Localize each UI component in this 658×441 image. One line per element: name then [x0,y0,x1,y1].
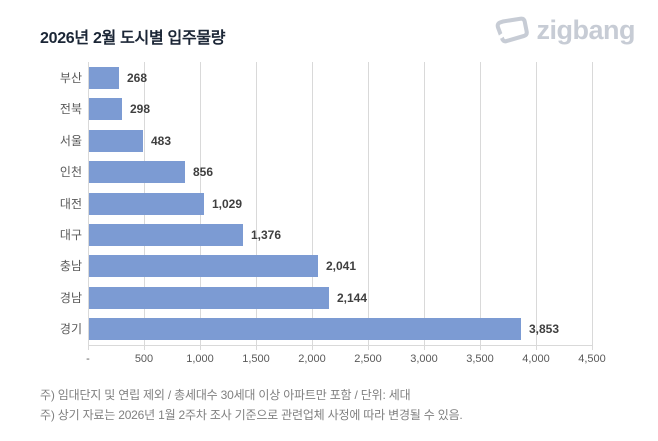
gridline [480,62,481,345]
value-label: 2,041 [326,259,357,273]
category-label: 대전 [59,197,82,211]
gridline [424,62,425,345]
x-axis-tick [480,346,481,350]
x-tick-label: 2,000 [298,353,326,365]
value-label: 2,144 [337,291,368,305]
bar [89,98,122,120]
x-tick-label: 4,000 [522,353,550,365]
value-label: 1,376 [251,228,282,242]
bar [89,318,521,340]
footnotes: 주) 임대단지 및 연립 제외 / 총세대수 30세대 이상 아파트만 포함 /… [40,385,463,425]
gridline [536,62,537,345]
x-tick-label: 1,000 [186,353,214,365]
x-axis-tick [144,346,145,350]
category-label: 전북 [59,102,82,116]
x-axis-tick [88,346,89,350]
x-tick-label: - [86,353,90,365]
category-label: 대구 [59,228,82,242]
zigbang-house-icon [494,15,530,45]
gridline [312,62,313,345]
page-title: 2026년 2월 도시별 입주물량 [40,30,226,47]
x-axis-line [88,345,593,346]
bar [89,161,185,183]
x-axis-tick [200,346,201,350]
value-label: 298 [130,102,151,116]
bar [89,130,143,152]
x-tick-label: 3,500 [466,353,494,365]
zigbang-logo: zigbang [494,14,636,45]
bar [89,193,204,215]
category-label: 경남 [59,291,82,305]
footnote-line-2: 주) 상기 자료는 2026년 1월 2주차 조사 기준으로 관련업체 사정에 … [40,408,463,422]
gridline [368,62,369,345]
value-label: 856 [193,165,214,179]
x-axis-tick [312,346,313,350]
value-label: 3,853 [529,322,560,336]
x-tick-label: 2,500 [354,353,382,365]
zigbang-logo-text: zigbang [536,14,636,45]
x-axis-tick [536,346,537,350]
gridline [592,62,593,345]
x-tick-label: 500 [134,353,154,365]
x-axis-tick [256,346,257,350]
category-label: 서울 [59,134,82,148]
category-label: 경기 [59,322,82,336]
x-axis-tick [592,346,593,350]
y-axis-line [88,62,89,345]
x-tick-label: 4,500 [578,353,606,365]
x-tick-label: 3,000 [410,353,438,365]
bar [89,67,119,89]
bar [89,255,318,277]
value-label: 1,029 [212,197,243,211]
footnote-line-1: 주) 임대단지 및 연립 제외 / 총세대수 30세대 이상 아파트만 포함 /… [40,388,411,402]
x-axis-tick [424,346,425,350]
category-label: 인천 [59,165,82,179]
bar [89,287,329,309]
value-label: 268 [127,71,148,85]
bar [89,224,243,246]
gridline [256,62,257,345]
x-tick-label: 1,500 [242,353,270,365]
value-label: 483 [151,134,172,148]
category-label: 부산 [59,71,82,85]
category-label: 충남 [59,259,82,273]
x-axis-tick [368,346,369,350]
bar-chart-plot-area: - 500 1,000 1,500 2,000 2,500 3,000 3,500 4,000 4… [60,62,606,365]
